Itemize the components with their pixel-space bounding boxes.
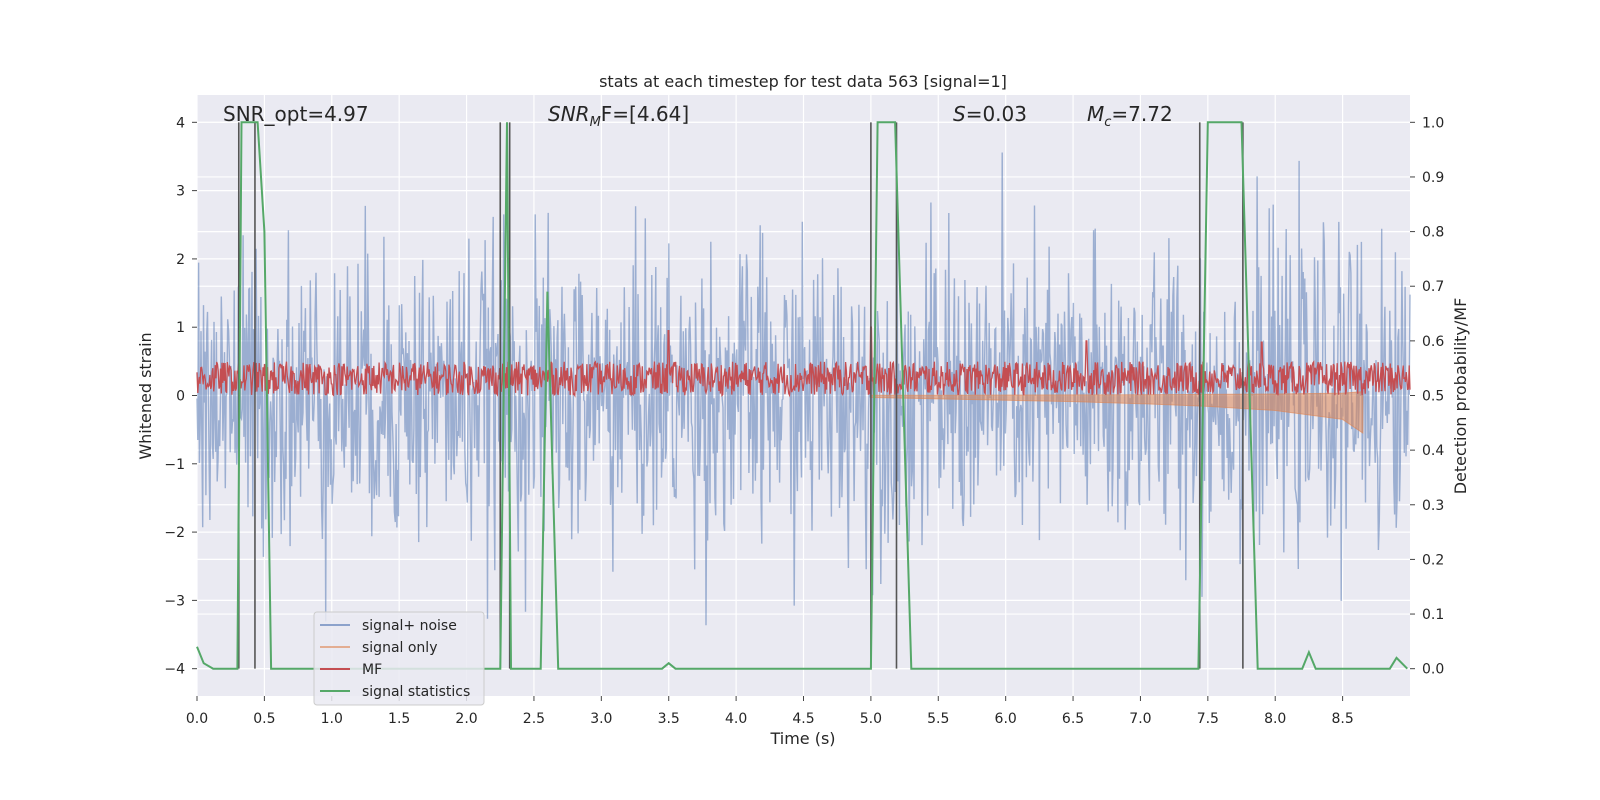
x-tick-label: 5.5	[927, 711, 949, 727]
x-tick-label: 7.0	[1129, 711, 1151, 727]
x-axis-label: Time (s)	[769, 729, 835, 748]
x-tick-label: 8.0	[1264, 711, 1286, 727]
y-tick-label: −3	[164, 593, 185, 609]
series-signal-only	[870, 391, 1364, 435]
x-tick-label: 6.5	[1062, 711, 1084, 727]
x-tick-label: 3.0	[590, 711, 612, 727]
y-ticks: 4 3 2 1 0 −1 −2 −3 −4	[164, 115, 197, 678]
legend-label-signal-noise: signal+ noise	[362, 618, 457, 634]
x-tick-label: 2.0	[455, 711, 477, 727]
legend-box	[313, 611, 485, 706]
y-tick-label: 3	[176, 184, 185, 200]
y-tick-label-right: 0.9	[1422, 170, 1444, 186]
y-tick-label-right: 0.4	[1422, 443, 1444, 459]
y-tick-label: −1	[164, 457, 185, 473]
x-tick-label: 2.5	[523, 711, 545, 727]
y-ticks-right: 1.0 0.9 0.8 0.7 0.6 0.5 0.4 0.3 0.2 0.1 0.0	[1410, 115, 1444, 678]
signal-only-band	[870, 391, 1364, 435]
x-tick-label: 8.5	[1331, 711, 1353, 727]
annotation-s-main: S	[953, 102, 966, 126]
annotation-snr-mf-main: SNR	[548, 102, 590, 126]
legend-label-mf: MF	[362, 662, 382, 678]
series-signal-statistics	[196, 121, 1409, 670]
y-tick-label: −2	[164, 525, 185, 541]
annotations: SNR_opt=4.97 SNRMF=[4.64] S=0.03 Mc=7.72	[223, 102, 1173, 130]
legend-label-signal-statistics: signal statistics	[362, 684, 470, 700]
legend: signal+ noise signal only MF signal stat…	[313, 611, 485, 706]
x-tick-label: 3.5	[658, 711, 680, 727]
x-tick-label: 0.5	[253, 711, 275, 727]
y-axis-label-right: Detection probability/MF	[1451, 298, 1470, 495]
series-mf	[196, 326, 1411, 398]
annotation-mc-rest: =7.72	[1111, 102, 1172, 126]
annotation-snr-mf-sub: M	[590, 115, 601, 130]
x-tick-label: 6.0	[995, 711, 1017, 727]
y-tick-label-right: 0.0	[1422, 662, 1444, 678]
signal-statistics-line	[196, 121, 1409, 670]
annotation-s: S=0.03	[953, 102, 1027, 126]
y-tick-label-right: 0.8	[1422, 225, 1444, 241]
y-tick-label: 0	[176, 389, 185, 405]
legend-label-signal-only: signal only	[362, 640, 437, 656]
x-ticks: 0.0 0.5 1.0 1.5 2.0 2.5 3.0 3.5 4.0 4.5 5.0 5.5 6.0 6…	[186, 696, 1354, 727]
y-tick-label-right: 0.7	[1422, 279, 1444, 295]
x-tick-label: 1.5	[388, 711, 410, 727]
y-tick-label-right: 1.0	[1422, 115, 1444, 131]
x-tick-label: 4.5	[792, 711, 814, 727]
annotation-s-rest: =0.03	[966, 102, 1027, 126]
chart-title: stats at each timestep for test data 563…	[599, 72, 1007, 91]
annotation-mc: Mc=7.72	[1087, 102, 1173, 130]
annotation-snr-mf: SNRMF=[4.64]	[548, 102, 689, 130]
x-tick-label: 7.5	[1197, 711, 1219, 727]
annotation-mc-main: M	[1087, 102, 1104, 126]
y-tick-label: 1	[176, 320, 185, 336]
y-axis-label: Whitened strain	[136, 332, 155, 459]
y-tick-label: 2	[176, 252, 185, 268]
y-tick-label-right: 0.2	[1422, 552, 1444, 568]
annotation-snr-mf-rest: F=[4.64]	[601, 102, 689, 126]
x-tick-label: 5.0	[860, 711, 882, 727]
annotation-mc-sub: c	[1104, 115, 1111, 130]
y-tick-label-right: 0.3	[1422, 498, 1444, 514]
y-tick-label-right: 0.5	[1422, 389, 1444, 405]
y-tick-label: 4	[176, 115, 185, 131]
annotation-snr-opt: SNR_opt=4.97	[223, 102, 369, 126]
x-tick-label: 4.0	[725, 711, 747, 727]
y-tick-label: −4	[164, 662, 185, 678]
mf-line	[196, 326, 1411, 398]
y-tick-label-right: 0.1	[1422, 607, 1444, 623]
x-tick-label: 0.0	[186, 711, 208, 727]
x-tick-label: 1.0	[321, 711, 343, 727]
y-tick-label-right: 0.6	[1422, 334, 1444, 350]
